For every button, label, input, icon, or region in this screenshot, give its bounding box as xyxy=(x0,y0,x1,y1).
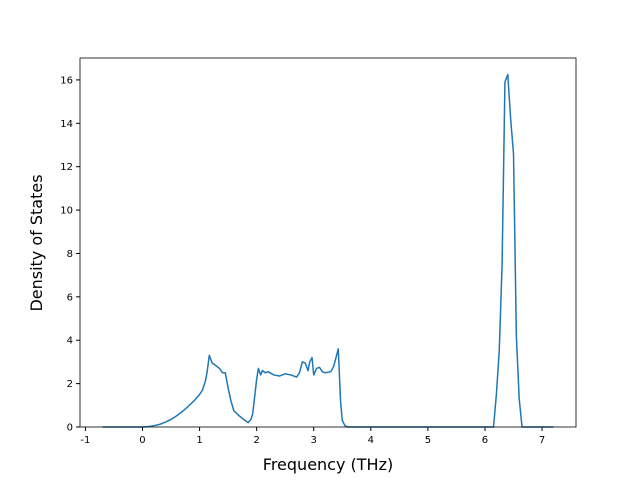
y-tick-label: 10 xyxy=(60,206,73,217)
y-tick-label: 4 xyxy=(67,336,73,347)
y-axis-label: Density of States xyxy=(27,174,46,311)
y-tick-label: 8 xyxy=(67,249,73,260)
plot-frame xyxy=(79,57,577,428)
x-tick-label: 3 xyxy=(311,435,317,446)
x-tick-label: 6 xyxy=(482,435,488,446)
x-tick-label: 4 xyxy=(368,435,374,446)
x-tick-label: 1 xyxy=(196,435,202,446)
y-tick-label: 12 xyxy=(60,162,73,173)
x-tick-label: 2 xyxy=(253,435,259,446)
y-tick-label: 2 xyxy=(67,379,73,390)
y-tick-label: 14 xyxy=(60,119,73,130)
line xyxy=(102,73,554,428)
x-tick-label: -1 xyxy=(80,435,90,446)
y-tick-label: 6 xyxy=(67,292,73,303)
x-tick-label: 0 xyxy=(139,435,145,446)
x-axis-label: Frequency (THz) xyxy=(263,455,393,474)
y-tick-label: 0 xyxy=(67,423,73,434)
x-tick-label: 7 xyxy=(539,435,545,446)
x-tick-label: 5 xyxy=(425,435,431,446)
y-tick-label: 16 xyxy=(60,75,73,86)
